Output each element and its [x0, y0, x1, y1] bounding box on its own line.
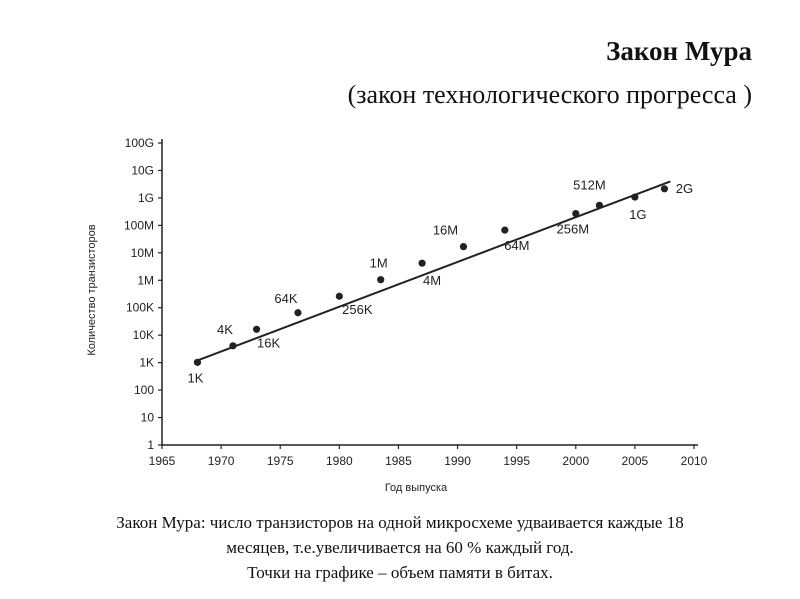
data-point-4M: [418, 259, 426, 267]
data-label-4K: 4K: [217, 322, 233, 337]
data-point-1G: [631, 193, 639, 201]
x-tick-label: 1965: [149, 454, 176, 468]
data-label-512M: 512M: [573, 177, 606, 192]
trend-line: [197, 180, 671, 362]
y-tick-label: 100: [134, 383, 154, 397]
y-axis-title: Количество транзисторов: [86, 224, 98, 355]
data-label-4M: 4M: [423, 273, 441, 288]
y-tick-label: 1M: [137, 273, 154, 287]
data-label-256M: 256M: [557, 222, 590, 237]
data-label-1G: 1G: [629, 207, 646, 222]
data-label-64M: 64M: [504, 238, 529, 253]
x-tick-label: 2005: [622, 454, 649, 468]
y-tick-label: 10K: [133, 328, 154, 342]
caption-line-2: месяцев, т.е.увеличивается на 60 % кажды…: [226, 538, 574, 557]
y-tick-label: 1: [147, 438, 154, 452]
y-tick-label: 10G: [131, 163, 154, 177]
x-tick-label: 1970: [208, 454, 235, 468]
x-tick-label: 2010: [681, 454, 708, 468]
x-tick-label: 1980: [326, 454, 353, 468]
data-label-2G: 2G: [676, 181, 693, 196]
data-label-256K: 256K: [342, 302, 373, 317]
data-point-2G: [660, 185, 669, 193]
data-point-512M: [595, 201, 604, 209]
data-label-16M: 16M: [433, 223, 458, 238]
y-tick-label: 100G: [125, 136, 154, 150]
x-tick-label: 1975: [267, 454, 294, 468]
x-axis-title: Год выпуска: [385, 482, 448, 494]
caption-line-1: Закон Мура: число транзисторов на одной …: [116, 513, 684, 532]
slide-caption: Закон Мура: число транзисторов на одной …: [0, 510, 800, 585]
x-tick-label: 1990: [444, 454, 471, 468]
moore-law-chart: 1 10 100 1K 10K 100K 1M 10M 100M 1G 10G 100G 1965 197…: [86, 136, 708, 494]
data-point-16M: [459, 243, 468, 251]
x-tick-label: 2000: [562, 454, 589, 468]
data-label-64K: 64K: [274, 291, 297, 306]
data-label-1M: 1M: [370, 256, 388, 271]
data-point-1K: [193, 358, 202, 366]
data-point-256K: [335, 292, 343, 300]
x-tick-label: 1985: [385, 454, 412, 468]
data-point-16K: [252, 325, 261, 333]
data-point-64M: [501, 226, 509, 234]
y-tick-label: 10M: [131, 246, 154, 260]
slide-subtitle: (закон технологического прогресса ): [347, 80, 752, 109]
data-point-64K: [294, 309, 302, 317]
data-label-16K: 16K: [257, 335, 280, 350]
caption-line-3: Точки на графике – объем памяти в битах.: [247, 563, 553, 582]
data-point-256M: [572, 209, 580, 218]
data-point-4K: [229, 342, 237, 350]
y-tick-label: 1K: [139, 356, 154, 370]
y-tick-label: 1G: [138, 191, 154, 205]
data-point-1M: [377, 276, 385, 284]
data-label-1K: 1K: [188, 370, 204, 385]
x-tick-label: 1995: [503, 454, 530, 468]
y-tick-label: 100M: [124, 218, 154, 232]
slide-title: Закон Мура: [606, 36, 752, 66]
y-tick-label: 10: [141, 411, 155, 425]
y-tick-label: 100K: [126, 301, 154, 315]
